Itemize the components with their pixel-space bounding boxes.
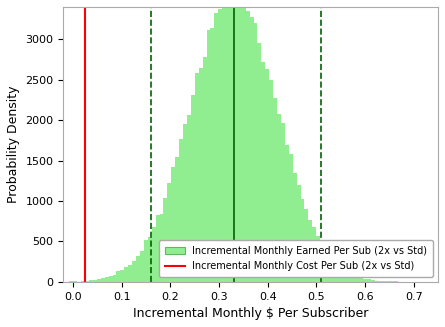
Bar xyxy=(140,251,144,282)
Bar xyxy=(120,270,124,282)
Bar xyxy=(226,0,230,282)
Bar xyxy=(109,276,113,282)
Bar xyxy=(152,227,156,282)
Bar xyxy=(148,237,152,282)
Bar xyxy=(304,209,308,282)
Bar xyxy=(171,166,175,282)
Y-axis label: Probability Density: Probability Density xyxy=(7,86,20,203)
Bar xyxy=(328,253,332,282)
Bar xyxy=(202,57,206,282)
Bar xyxy=(159,214,163,282)
Bar xyxy=(352,275,356,282)
Bar xyxy=(340,267,344,282)
X-axis label: Incremental Monthly $ Per Subscriber: Incremental Monthly $ Per Subscriber xyxy=(133,307,368,320)
Bar xyxy=(320,244,324,282)
Bar xyxy=(356,277,359,282)
Bar xyxy=(132,261,136,282)
Bar xyxy=(285,145,289,282)
Bar xyxy=(73,281,77,282)
Bar xyxy=(97,279,101,282)
Bar xyxy=(179,139,183,282)
Bar xyxy=(113,275,117,282)
Bar xyxy=(281,123,285,282)
Bar xyxy=(163,198,167,282)
Bar xyxy=(379,281,383,282)
Bar xyxy=(183,124,187,282)
Bar xyxy=(214,13,218,282)
Bar xyxy=(105,277,109,282)
Bar xyxy=(124,267,128,282)
Bar xyxy=(144,240,148,282)
Bar xyxy=(187,115,191,282)
Bar xyxy=(277,114,281,282)
Bar xyxy=(387,281,391,282)
Bar xyxy=(344,271,348,282)
Bar xyxy=(242,0,246,282)
Bar xyxy=(206,30,210,282)
Bar xyxy=(156,215,159,282)
Bar xyxy=(293,173,297,282)
Bar xyxy=(234,0,238,282)
Bar xyxy=(324,252,328,282)
Bar xyxy=(128,265,132,282)
Bar xyxy=(167,183,171,282)
Bar xyxy=(395,281,399,282)
Bar xyxy=(81,281,85,282)
Bar xyxy=(371,280,375,282)
Bar xyxy=(300,198,304,282)
Bar xyxy=(101,278,105,282)
Bar xyxy=(93,280,97,282)
Bar xyxy=(89,281,93,282)
Bar xyxy=(175,157,179,282)
Bar xyxy=(210,28,214,282)
Bar xyxy=(85,281,89,282)
Bar xyxy=(250,17,254,282)
Bar xyxy=(348,273,352,282)
Bar xyxy=(269,80,273,282)
Bar xyxy=(383,281,387,282)
Bar xyxy=(261,62,265,282)
Bar xyxy=(238,0,242,282)
Bar xyxy=(230,0,234,282)
Bar xyxy=(391,281,395,282)
Bar xyxy=(117,271,120,282)
Bar xyxy=(222,6,226,282)
Bar xyxy=(367,280,371,282)
Bar xyxy=(332,262,336,282)
Bar xyxy=(265,69,269,282)
Bar xyxy=(195,73,199,282)
Bar xyxy=(363,279,367,282)
Bar xyxy=(258,43,261,282)
Bar xyxy=(273,98,277,282)
Bar xyxy=(289,154,293,282)
Bar xyxy=(316,235,320,282)
Bar xyxy=(336,265,340,282)
Bar xyxy=(254,23,258,282)
Bar xyxy=(246,11,250,282)
Bar xyxy=(136,256,140,282)
Bar xyxy=(308,220,312,282)
Bar xyxy=(312,227,316,282)
Bar xyxy=(218,9,222,282)
Legend: Incremental Monthly Earned Per Sub (2x vs Std), Incremental Monthly Cost Per Sub: Incremental Monthly Earned Per Sub (2x v… xyxy=(159,240,433,277)
Bar xyxy=(199,68,202,282)
Bar xyxy=(375,281,379,282)
Bar xyxy=(297,185,300,282)
Bar xyxy=(359,277,363,282)
Bar xyxy=(191,95,195,282)
